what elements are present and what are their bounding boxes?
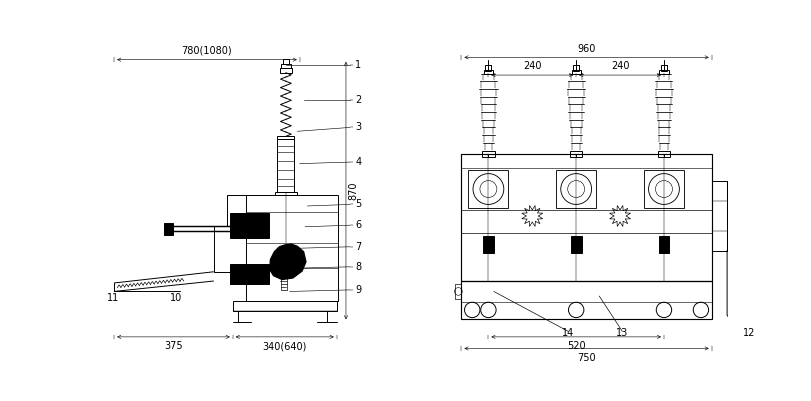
Text: 1: 1	[355, 60, 362, 70]
Text: 6: 6	[355, 220, 362, 230]
Bar	[658, 150, 670, 157]
Text: 14: 14	[562, 328, 575, 338]
Text: 10: 10	[170, 294, 182, 304]
Bar	[659, 70, 668, 73]
Bar	[485, 65, 491, 71]
Text: 240: 240	[611, 61, 629, 71]
Text: 240: 240	[523, 61, 542, 71]
Bar	[461, 281, 712, 319]
Bar	[275, 192, 297, 195]
Bar	[483, 150, 495, 157]
Text: 11: 11	[106, 294, 118, 304]
Bar	[572, 70, 581, 73]
Text: 5: 5	[355, 199, 362, 209]
Text: 520: 520	[567, 342, 586, 352]
Text: 340(640): 340(640)	[263, 342, 307, 352]
Bar	[233, 301, 337, 312]
Bar	[461, 154, 712, 281]
Text: 2: 2	[355, 95, 362, 105]
Bar	[570, 150, 582, 157]
Bar	[281, 63, 290, 68]
Bar	[556, 170, 596, 208]
Bar	[281, 272, 286, 290]
Text: 960: 960	[577, 44, 595, 53]
Polygon shape	[270, 244, 306, 279]
Bar	[165, 223, 174, 235]
Text: 8: 8	[355, 262, 362, 272]
Bar	[483, 236, 494, 253]
Bar	[230, 264, 269, 284]
Text: 3: 3	[355, 122, 362, 132]
Bar	[280, 68, 292, 73]
Text: 870: 870	[348, 181, 358, 200]
Bar	[484, 70, 493, 73]
Bar	[277, 140, 294, 192]
Bar	[283, 59, 289, 63]
Bar	[469, 170, 508, 208]
Bar	[644, 170, 684, 208]
Bar	[573, 65, 579, 71]
Text: 4: 4	[355, 157, 362, 167]
Bar	[659, 236, 669, 253]
Bar	[661, 65, 667, 71]
Text: 780(1080): 780(1080)	[182, 46, 232, 56]
Bar	[277, 136, 294, 140]
Text: 9: 9	[355, 285, 362, 295]
Bar	[455, 284, 461, 299]
Text: 12: 12	[743, 328, 755, 338]
Text: 375: 375	[164, 342, 182, 352]
Bar	[571, 236, 581, 253]
Text: 750: 750	[577, 353, 595, 363]
Text: 13: 13	[616, 328, 629, 338]
Bar	[246, 195, 338, 301]
Bar	[230, 213, 269, 238]
Text: 7: 7	[355, 242, 362, 252]
Bar	[712, 181, 727, 251]
